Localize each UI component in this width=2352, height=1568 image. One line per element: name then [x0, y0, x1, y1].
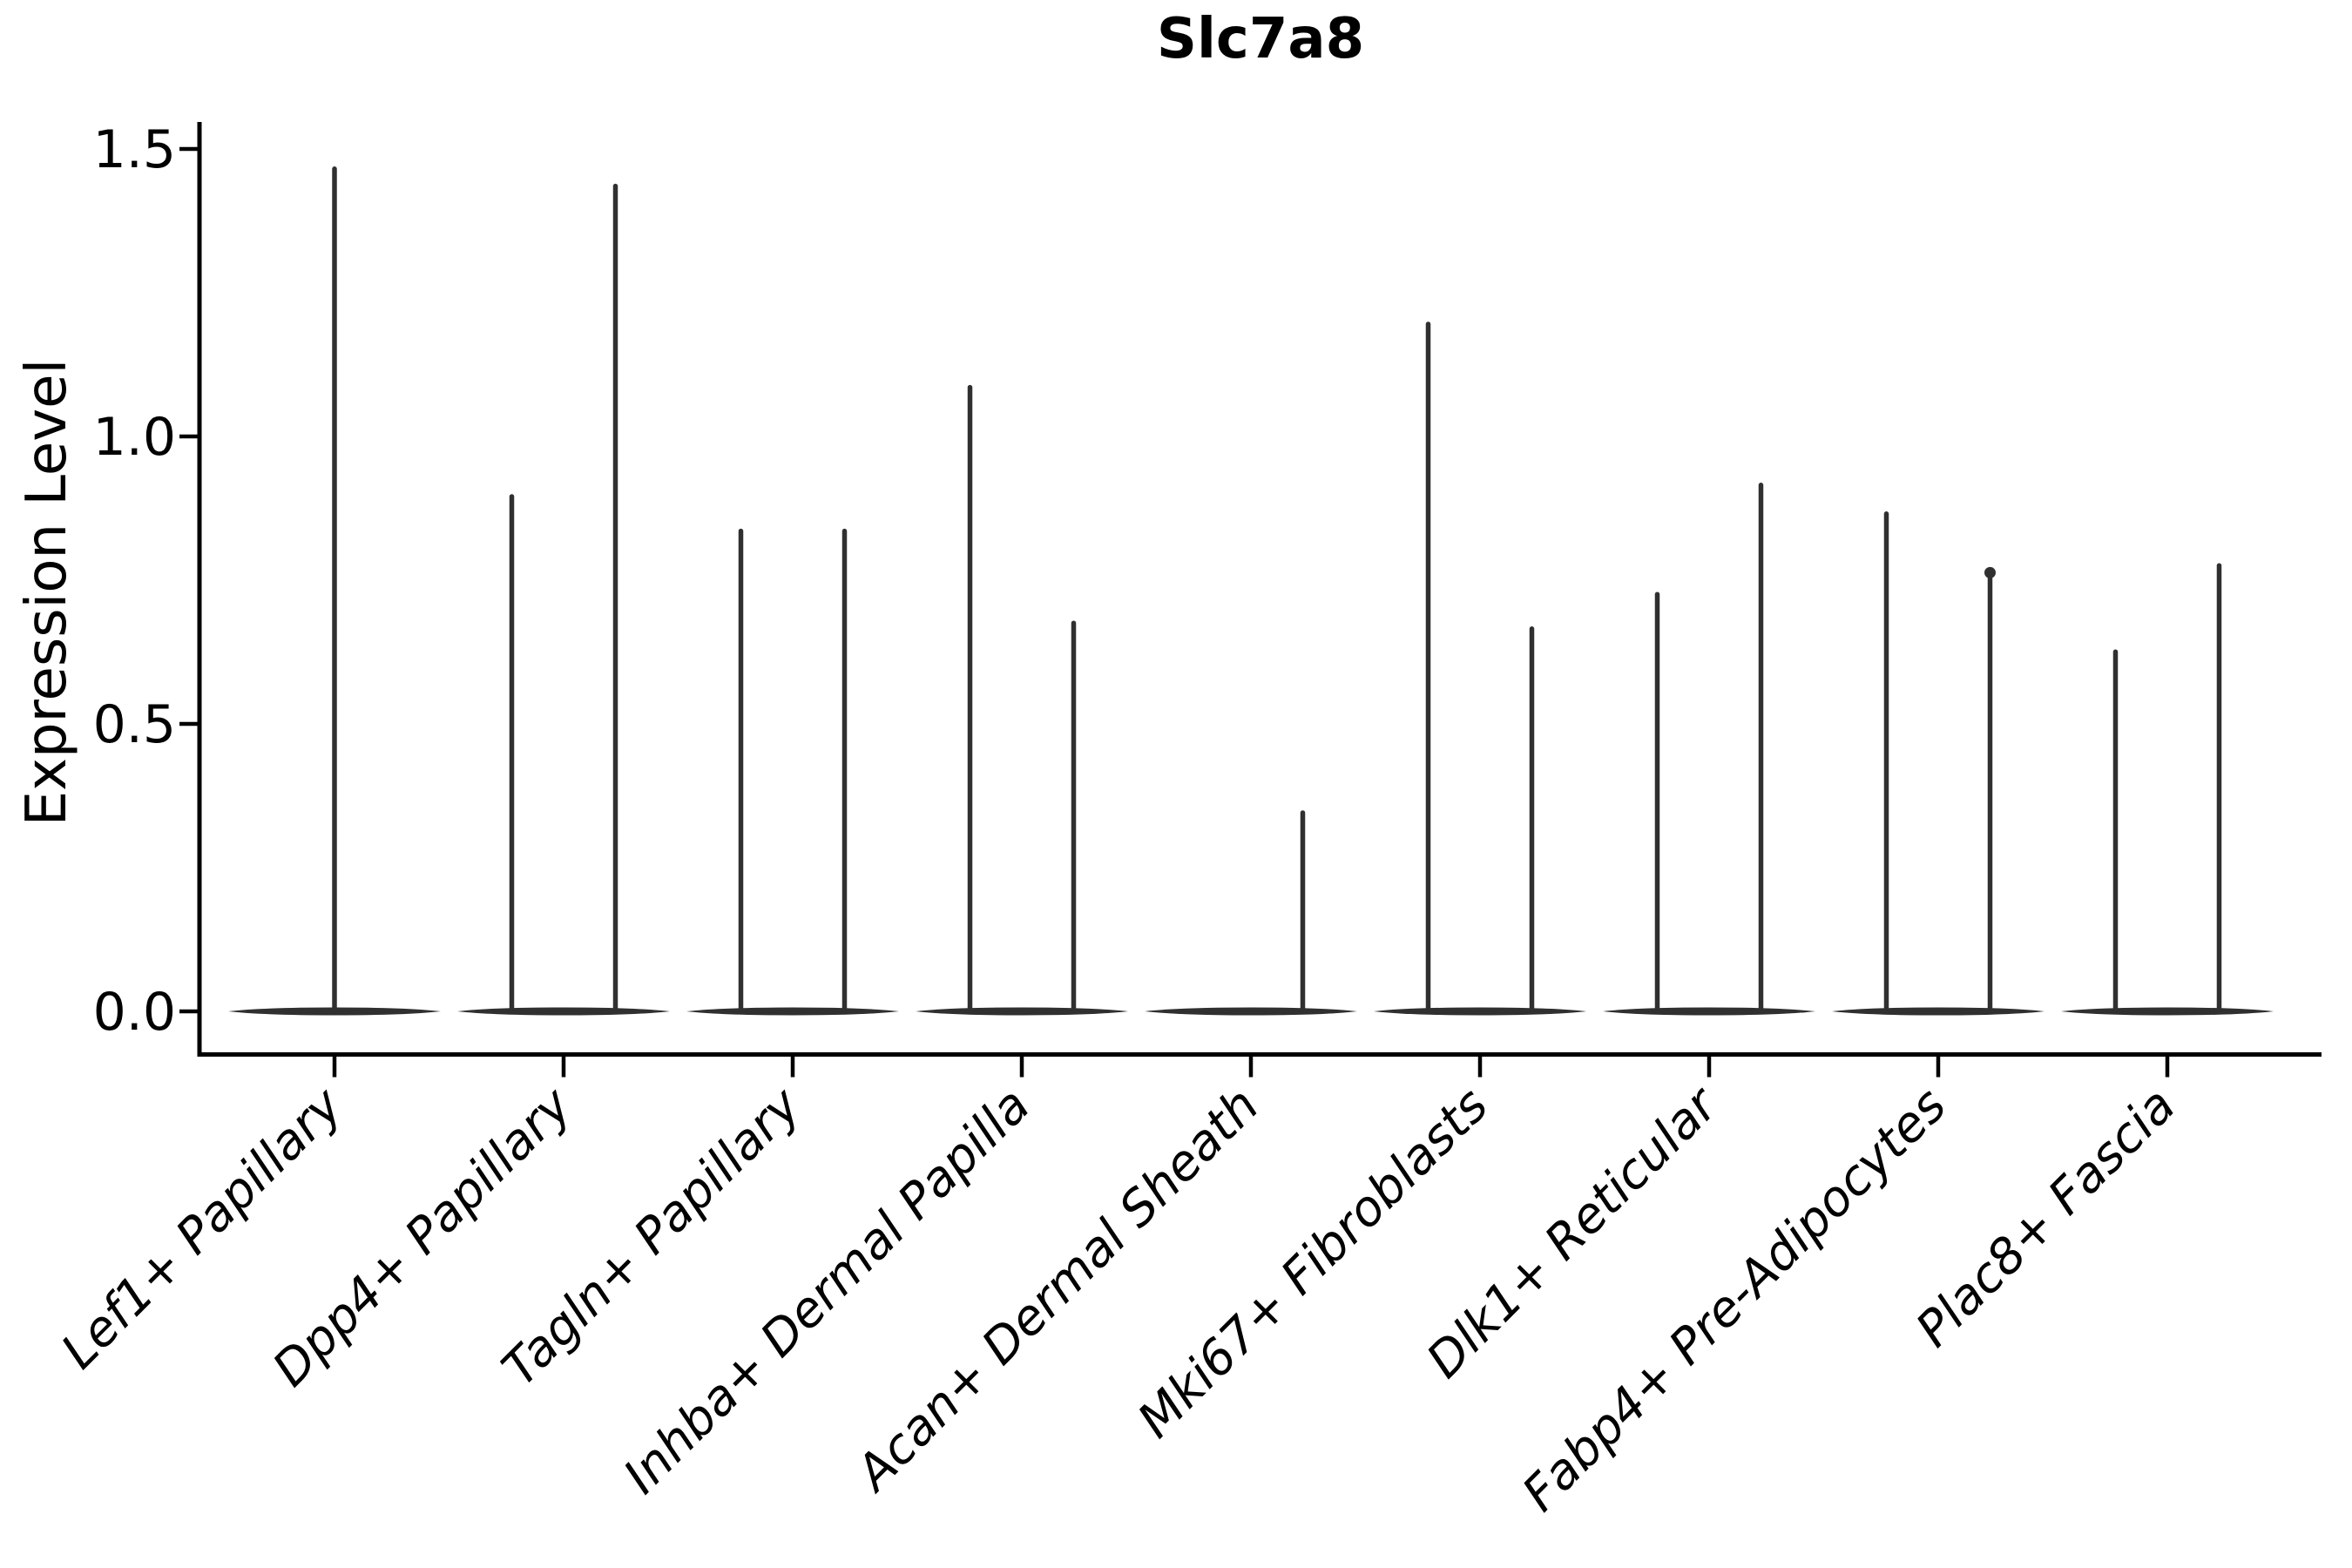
violin-body	[1603, 1007, 1815, 1016]
violin-body	[1832, 1007, 2044, 1016]
chart-title: Slc7a8	[1157, 7, 1364, 71]
x-tick-label: Acan+ Dermal Sheath	[844, 1077, 1270, 1503]
y-axis-ticks: 0.0 0.5 1.0 1.5	[93, 119, 198, 1043]
x-tick-label: Inhba+ Dermal Papilla	[613, 1077, 1041, 1504]
x-tick-label: Fabp4+ Pre-Adipocytes	[1512, 1077, 1957, 1522]
y-tick-label: 0.0	[93, 982, 176, 1043]
y-tick-label: 1.5	[93, 119, 176, 180]
y-tick-label: 0.5	[93, 694, 176, 755]
y-axis-label: Expression Level	[15, 359, 79, 827]
violin-body	[1374, 1007, 1586, 1016]
violin-body	[2061, 1007, 2274, 1016]
y-tick-label: 1.0	[93, 407, 176, 468]
violin-body	[1145, 1007, 1357, 1016]
violin-body	[457, 1007, 670, 1016]
violin-spike-top-dot	[1984, 566, 1996, 578]
axes	[197, 122, 2322, 1057]
violin-body	[916, 1007, 1128, 1016]
violins-group	[228, 166, 2274, 1016]
violin-body	[686, 1007, 899, 1016]
